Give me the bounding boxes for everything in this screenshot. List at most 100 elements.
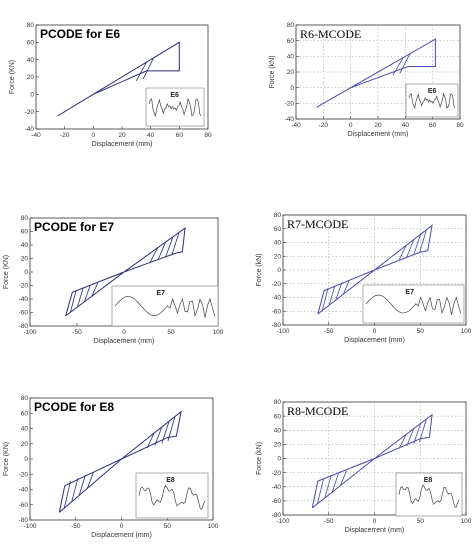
y-tick-label: -60 (19, 502, 29, 509)
y-tick-label: 20 (21, 256, 29, 263)
y-axis-label: Force (kN) (256, 253, 263, 286)
y-tick-label: -40 (272, 295, 282, 302)
y-tick-label: -20 (25, 109, 35, 116)
hysteresis-loop (167, 416, 176, 442)
inset-frame (362, 284, 465, 324)
chart-panel-5: -100 -50 0 50 100 -80 -60 -40 -20 0 20 40 60 80 Displa… (3, 395, 219, 539)
hysteresis-loop (335, 283, 342, 301)
y-tick-label: 0 (277, 456, 281, 463)
hysteresis-loop (70, 290, 77, 313)
y-axis-label: Force (KN) (3, 442, 10, 476)
chart-panel-6: -100 -50 0 50 100 -80 -60 -40 -20 0 20 40 60 80 Displa… (256, 399, 472, 534)
hysteresis-loop (63, 481, 71, 509)
inset-waveform (408, 92, 456, 109)
y-tick-label: 80 (21, 215, 29, 222)
hysteresis-envelope (317, 224, 433, 315)
x-tick-label: 100 (213, 329, 224, 336)
x-tick-label: 80 (204, 132, 212, 139)
y-tick-label: 20 (274, 442, 282, 449)
y-tick-label: 80 (274, 399, 282, 406)
panel-title: R7-MCODE (287, 217, 348, 231)
y-axis-label: Force (KN) (3, 255, 10, 289)
y-tick-label: -40 (272, 484, 282, 491)
hysteresis-loop (135, 61, 148, 81)
x-tick-label: -100 (276, 518, 289, 525)
hysteresis-loop (157, 242, 166, 260)
y-tick-label: 20 (274, 253, 282, 260)
y-axis-label: Force (kN) (256, 442, 263, 475)
y-tick-label: -40 (19, 296, 29, 303)
x-tick-label: 50 (417, 518, 425, 525)
hysteresis-loop (321, 288, 329, 311)
x-tick-label: 0 (349, 122, 353, 129)
x-tick-label: -20 (319, 122, 329, 129)
panel-title: R8-MCODE (287, 404, 348, 418)
x-tick-label: 0 (373, 328, 377, 335)
y-tick-label: -20 (272, 470, 282, 477)
x-tick-label: -50 (324, 518, 334, 525)
y-tick-label: -20 (285, 101, 295, 108)
x-tick-label: 100 (208, 523, 219, 530)
hysteresis-loop (339, 470, 347, 486)
y-tick-label: -80 (19, 323, 29, 330)
hysteresis-loop (149, 247, 158, 263)
y-tick-label: 20 (287, 69, 295, 76)
inset-label: E8 (424, 477, 433, 484)
y-tick-label: -80 (272, 322, 282, 329)
y-tick-label: -80 (19, 517, 29, 524)
hysteresis-loop (71, 478, 79, 502)
y-tick-label: 40 (274, 240, 282, 247)
x-tick-label: 100 (461, 518, 472, 525)
inset-frame (145, 87, 205, 127)
inset-label: E7 (157, 290, 166, 297)
hysteresis-loop (84, 285, 91, 302)
panel-title: PCODE for E7 (34, 220, 114, 234)
inset-label: E6 (428, 88, 437, 95)
panel-title: PCODE for E8 (34, 400, 114, 414)
x-tick-label: 0 (92, 132, 96, 139)
inset-waveform (148, 97, 202, 118)
panel-title: R6-MCODE (300, 27, 361, 41)
y-tick-label: 0 (24, 269, 28, 276)
inset-frame (395, 472, 463, 517)
x-axis-label: Displacement (mm) (94, 338, 155, 345)
y-tick-label: -80 (272, 512, 282, 519)
y-tick-label: 40 (274, 427, 282, 434)
x-tick-label: -50 (72, 329, 82, 336)
hysteresis-loop (142, 57, 154, 80)
x-tick-label: -40 (291, 122, 301, 129)
x-tick-label: 50 (167, 329, 175, 336)
x-tick-label: -50 (324, 328, 334, 335)
x-axis-label: Displacement (mm) (344, 337, 405, 344)
hysteresis-envelope (65, 227, 186, 317)
x-tick-label: 40 (147, 132, 155, 139)
hysteresis-loop (399, 53, 411, 74)
chart-panel-1: -40 -20 0 20 40 60 80 -40 -20 0 20 40 60 80 Displaceme… (9, 22, 212, 148)
hysteresis-envelope (311, 413, 433, 509)
inset-label: E6 (170, 92, 179, 99)
x-tick-label: 80 (456, 122, 464, 129)
x-tick-label: 100 (461, 328, 472, 335)
y-tick-label: 0 (24, 456, 28, 463)
y-tick-label: 60 (27, 40, 35, 47)
x-tick-label: 60 (176, 132, 184, 139)
hysteresis-loop (154, 426, 163, 446)
y-tick-label: 80 (27, 22, 35, 29)
y-tick-label: -60 (272, 498, 282, 505)
hysteresis-envelope (57, 41, 180, 117)
hysteresis-loop (86, 472, 94, 489)
y-tick-label: -40 (19, 487, 29, 494)
y-tick-label: -20 (19, 471, 29, 478)
x-axis-label: Displacement (mm) (348, 131, 409, 138)
hysteresis-loop (398, 245, 407, 260)
y-tick-label: 80 (21, 395, 29, 402)
inset-waveform (114, 296, 216, 318)
x-tick-label: 20 (118, 132, 126, 139)
hysteresis-loop (331, 473, 339, 493)
y-tick-label: -40 (285, 116, 295, 123)
x-tick-label: -100 (276, 328, 289, 335)
panel-title: PCODE for E6 (40, 27, 120, 41)
hysteresis-loop (406, 428, 415, 447)
hysteresis-loop (165, 236, 174, 258)
